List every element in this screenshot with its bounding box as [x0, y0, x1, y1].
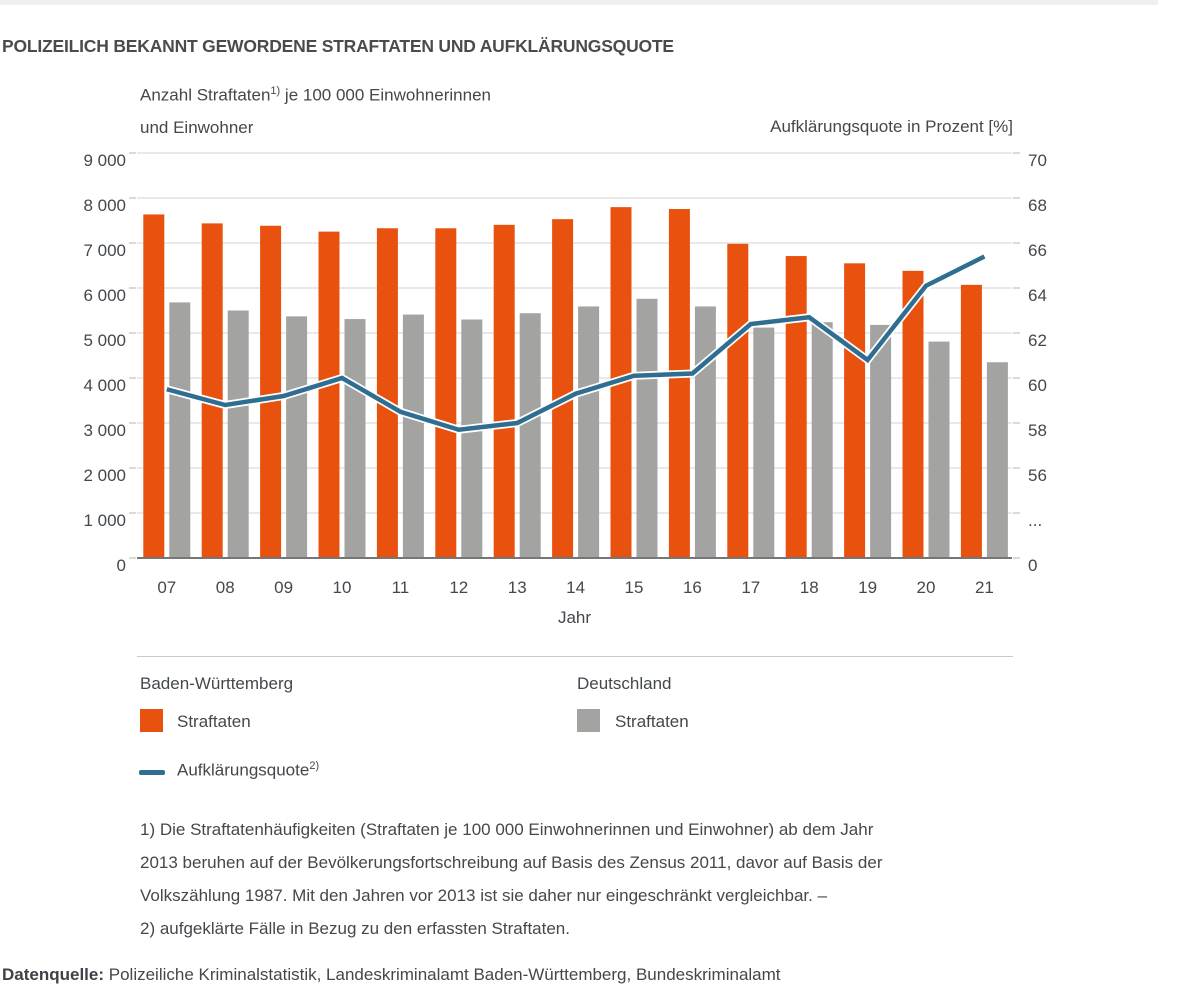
bar-deutschland	[578, 306, 600, 558]
x-tick-label: 07	[157, 578, 176, 597]
x-axis-label: Jahr	[558, 608, 591, 627]
left-axis-tick-label: 2 000	[83, 466, 126, 485]
legend-heading-baden-wuerttemberg: Baden-Württemberg	[140, 674, 294, 693]
x-tick-label: 15	[625, 578, 644, 597]
bar-baden-wuerttemberg	[902, 270, 924, 558]
bar-deutschland	[227, 310, 249, 558]
legend-swatch-de-bar	[577, 709, 600, 732]
legend-label-aufklaerungsquote-text: Aufklärungsquote	[177, 760, 310, 780]
legend-divider	[137, 656, 1013, 657]
bar-deutschland	[928, 341, 950, 558]
left-axis-tick-label: 9 000	[83, 151, 126, 170]
bar-deutschland	[986, 362, 1008, 558]
left-axis-tick-label: 4 000	[83, 376, 126, 395]
right-axis-title: Aufklärungsquote in Prozent [%]	[770, 117, 1013, 136]
bar-deutschland	[811, 322, 833, 558]
left-axis-tick-label: 3 000	[83, 421, 126, 440]
bar-baden-wuerttemberg	[201, 223, 223, 558]
legend-label-de-straftaten: Straftaten	[615, 712, 689, 731]
footnote-marker-2: 2)	[309, 760, 320, 772]
bar-baden-wuerttemberg	[960, 284, 982, 558]
bar-baden-wuerttemberg	[668, 209, 690, 558]
left-axis-title-part1: Anzahl Straftaten	[140, 85, 271, 105]
left-axis-tick-label: 5 000	[83, 331, 126, 350]
x-tick-label: 21	[975, 578, 994, 597]
bar-baden-wuerttemberg	[376, 228, 398, 558]
x-tick-label: 13	[508, 578, 527, 597]
data-source-text: Polizeiliche Kriminalstatistik, Landeskr…	[104, 965, 781, 984]
left-axis-tick-label: 7 000	[83, 241, 126, 260]
top-accent-strip	[0, 0, 1158, 5]
left-axis-tick-label: 1 000	[83, 511, 126, 530]
bar-deutschland	[461, 319, 483, 558]
bar-baden-wuerttemberg	[844, 263, 866, 558]
right-axis-tick-label: 64	[1028, 286, 1047, 305]
left-axis-title-line1: Anzahl Straftaten1) je 100 000 Einwohner…	[140, 85, 491, 106]
right-axis-tick-label: 68	[1028, 196, 1047, 215]
right-axis-tick-label: 60	[1028, 376, 1047, 395]
bar-baden-wuerttemberg	[260, 225, 282, 558]
legend-label-bw-straftaten: Straftaten	[177, 712, 251, 731]
legend-swatch-bw-bar	[140, 709, 163, 732]
left-axis-title-part2: je 100 000 Einwohnerinnen	[280, 85, 491, 105]
bar-baden-wuerttemberg	[727, 243, 749, 558]
right-axis-tick-label: 56	[1028, 466, 1047, 485]
legend-swatch-clearance-line	[139, 770, 165, 775]
clearance-rate-line	[166, 254, 986, 433]
bar-deutschland	[753, 327, 775, 558]
bar-baden-wuerttemberg	[318, 231, 340, 558]
data-source: Datenquelle: Polizeiliche Kriminalstatis…	[2, 965, 781, 985]
right-axis-tick-label: ...	[1028, 511, 1042, 530]
bar-deutschland	[694, 306, 716, 558]
right-axis-tick-label: 70	[1028, 151, 1047, 170]
data-source-label: Datenquelle:	[2, 965, 105, 984]
x-tick-label: 09	[274, 578, 293, 597]
left-axis-tick-label: 0	[117, 556, 126, 575]
right-axis-tick-label: 58	[1028, 421, 1047, 440]
bar-deutschland	[169, 302, 191, 558]
x-tick-label: 12	[449, 578, 468, 597]
bar-baden-wuerttemberg	[435, 228, 457, 558]
footnote-line: 1) Die Straftatenhäufigkeiten (Straftate…	[140, 820, 874, 839]
right-axis-tick-label: 0	[1028, 556, 1037, 575]
x-tick-label: 10	[333, 578, 352, 597]
bar-baden-wuerttemberg	[552, 219, 574, 558]
x-tick-label: 18	[800, 578, 819, 597]
crime-statistics-chart: 9 000 70 8 000 68 7 000 66 6 000 64 5 000 62 4 000…	[83, 151, 1047, 627]
x-tick-label: 16	[683, 578, 702, 597]
bar-deutschland	[636, 298, 658, 558]
footnote-line: 2) aufgeklärte Fälle in Bezug zu den erf…	[140, 919, 570, 938]
x-tick-label: 17	[741, 578, 760, 597]
bar-baden-wuerttemberg	[143, 214, 165, 559]
footnote-marker-1: 1)	[270, 85, 281, 97]
x-tick-label: 08	[216, 578, 235, 597]
footnote-line: 2013 beruhen auf der Bevölkerungsfortsch…	[140, 853, 883, 872]
left-axis-title-line2: und Einwohner	[140, 118, 254, 137]
right-axis-tick-label: 66	[1028, 241, 1047, 260]
left-axis-tick-label: 6 000	[83, 286, 126, 305]
legend-label-aufklaerungsquote: Aufklärungsquote2)	[177, 760, 319, 781]
bar-deutschland	[286, 316, 308, 558]
footnote-line: Volkszählung 1987. Mit den Jahren vor 20…	[140, 886, 828, 905]
x-tick-label: 14	[566, 578, 585, 597]
bar-deutschland	[519, 313, 541, 558]
bar-deutschland	[402, 314, 424, 558]
footnotes: 1) Die Straftatenhäufigkeiten (Straftate…	[140, 813, 882, 945]
bar-baden-wuerttemberg	[493, 224, 515, 558]
legend-heading-deutschland: Deutschland	[577, 674, 672, 693]
x-tick-label: 19	[858, 578, 877, 597]
x-tick-label: 20	[917, 578, 936, 597]
right-axis-tick-label: 62	[1028, 331, 1047, 350]
x-tick-label: 11	[392, 578, 410, 597]
bar-deutschland	[870, 324, 892, 558]
bar-deutschland	[344, 319, 366, 558]
bar-baden-wuerttemberg	[785, 256, 807, 558]
left-axis-tick-label: 8 000	[83, 196, 126, 215]
page-title: POLIZEILICH BEKANNT GEWORDENE STRAFTATEN…	[2, 36, 674, 56]
